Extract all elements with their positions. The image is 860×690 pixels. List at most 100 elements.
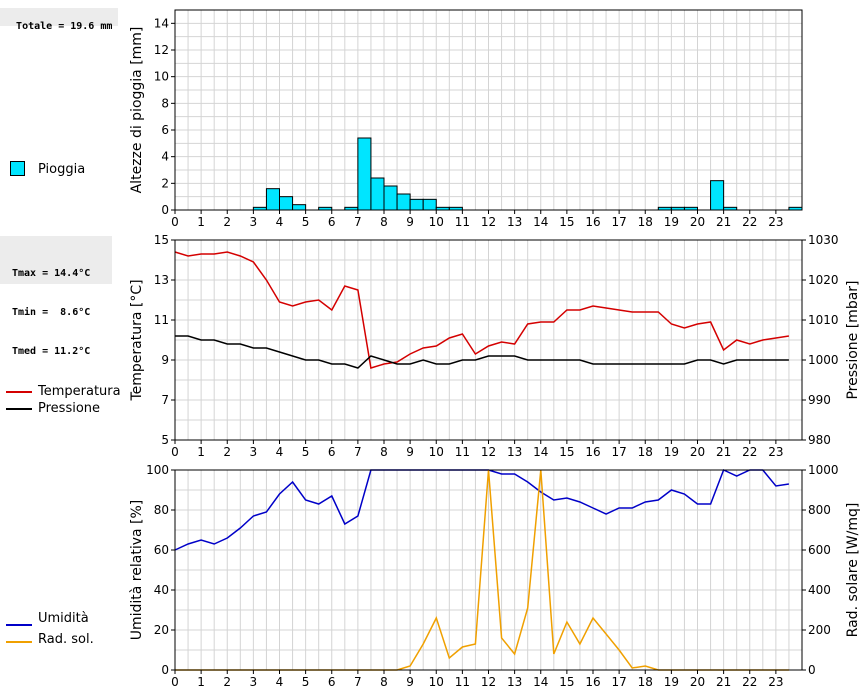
temperature-pressure-xtick-label: 20 (690, 445, 705, 459)
humidity-radiation-ylabel: Umidità relativa [%] (129, 500, 145, 641)
rain-bar (396, 193, 411, 211)
temperature-pressure-xtick-label: 6 (328, 445, 336, 459)
temperature-pressure-y2tick-label: 1000 (808, 353, 839, 367)
rain-ytick-label: 6 (161, 123, 169, 137)
rain-xtick-label: 7 (354, 215, 362, 229)
rain-xtick-label: 8 (380, 215, 388, 229)
temperature-pressure-xtick-label: 13 (507, 445, 522, 459)
rain-bar (370, 177, 385, 211)
rain-xtick-label: 3 (250, 215, 258, 229)
humidity-radiation-y2tick-label: 800 (808, 503, 831, 517)
rain-xtick-label: 16 (585, 215, 600, 229)
humidity-radiation-xtick-label: 3 (250, 675, 258, 689)
rain-xtick-label: 15 (559, 215, 574, 229)
rain-ylabel: Altezze di pioggia [mm] (129, 27, 145, 194)
temperature-legend-line (6, 391, 32, 393)
humidity-radiation-y2label: Rad. solare [W/mq] (845, 503, 860, 638)
humidity-radiation-xtick-label: 2 (223, 675, 231, 689)
rain-xtick-label: 10 (429, 215, 444, 229)
rain-bar (409, 198, 424, 211)
humidity-radiation-xtick-label: 1 (197, 675, 205, 689)
rain-ytick-label: 2 (161, 176, 169, 190)
rain-xtick-label: 17 (611, 215, 626, 229)
rain-xtick-label: 11 (455, 215, 470, 229)
temperature-pressure-xtick-label: 1 (197, 445, 205, 459)
humidity-radiation-xtick-label: 8 (380, 675, 388, 689)
humidity-radiation-xtick-label: 21 (716, 675, 731, 689)
humidity-radiation-xtick-label: 0 (171, 675, 179, 689)
humidity-radiation-ytick-label: 40 (154, 583, 169, 597)
rain-ytick-label: 8 (161, 96, 169, 110)
temperature-pressure-xtick-label: 22 (742, 445, 757, 459)
rain-bar (710, 180, 725, 211)
temperature-stats-box: Tmax = 14.4°C Tmin = 8.6°C Tmed = 11.2°C (0, 236, 112, 357)
humidity-legend-line (6, 624, 32, 626)
temperature-legend-label: Temperatura (38, 384, 121, 399)
humidity-radiation-ytick-label: 20 (154, 623, 169, 637)
humidity-radiation-xtick-label: 13 (507, 675, 522, 689)
humidity-radiation-ytick-label: 0 (161, 663, 169, 677)
rain-xtick-label: 21 (716, 215, 731, 229)
temperature-pressure-ytick-label: 7 (161, 393, 169, 407)
temperature-pressure-ytick-label: 5 (161, 433, 169, 447)
temperature-pressure-xtick-label: 2 (223, 445, 231, 459)
humidity-radiation-xtick-label: 23 (768, 675, 783, 689)
pressure-legend-line (6, 408, 32, 410)
temperature-pressure-y2label: Pressione [mbar] (845, 280, 860, 399)
rain-legend-swatch (10, 161, 25, 176)
temperature-pressure-xtick-label: 21 (716, 445, 731, 459)
humidity-radiation-ytick-label: 60 (154, 543, 169, 557)
temperature-pressure-ytick-label: 9 (161, 353, 169, 367)
tmed-text: Tmed = 11.2°C (12, 346, 91, 357)
humidity-radiation-xtick-label: 5 (302, 675, 310, 689)
temperature-pressure-series-1 (175, 335, 789, 369)
humidity-radiation-xtick-label: 14 (533, 675, 548, 689)
rain-ytick-label: 10 (154, 70, 169, 84)
humidity-radiation-y2tick-label: 200 (808, 623, 831, 637)
humidity-radiation-xtick-label: 9 (406, 675, 414, 689)
humidity-legend-label: Umidità (38, 611, 89, 626)
temperature-pressure-y2tick-label: 980 (808, 433, 831, 447)
humidity-radiation-y2tick-label: 1000 (808, 463, 839, 477)
temperature-pressure-ytick-label: 11 (154, 313, 169, 327)
rain-bar (422, 198, 437, 211)
temperature-pressure-ytick-label: 13 (154, 273, 169, 287)
humidity-radiation-y2tick-label: 0 (808, 663, 816, 677)
temperature-pressure-xtick-label: 10 (429, 445, 444, 459)
rain-xtick-label: 5 (302, 215, 310, 229)
rain-ytick-label: 12 (154, 43, 169, 57)
humidity-radiation-xtick-label: 4 (276, 675, 284, 689)
rain-xtick-label: 0 (171, 215, 179, 229)
temperature-pressure-y2tick-label: 1010 (808, 313, 839, 327)
radiation-legend-label: Rad. sol. (38, 632, 94, 647)
temperature-pressure-xtick-label: 23 (768, 445, 783, 459)
temperature-pressure-xtick-label: 7 (354, 445, 362, 459)
temperature-pressure-xtick-label: 4 (276, 445, 284, 459)
temperature-pressure-ylabel: Temperatura [°C] (129, 279, 145, 401)
temperature-pressure-xtick-label: 19 (664, 445, 679, 459)
rain-xtick-label: 1 (197, 215, 205, 229)
humidity-radiation-xtick-label: 11 (455, 675, 470, 689)
rain-xtick-label: 18 (638, 215, 653, 229)
temperature-pressure-y2tick-label: 990 (808, 393, 831, 407)
rain-xtick-label: 22 (742, 215, 757, 229)
rain-bar (383, 185, 398, 211)
rain-xtick-label: 12 (481, 215, 496, 229)
rain-xtick-label: 4 (276, 215, 284, 229)
temperature-pressure-ytick-label: 15 (154, 233, 169, 247)
temperature-pressure-xtick-label: 8 (380, 445, 388, 459)
humidity-radiation-ytick-label: 80 (154, 503, 169, 517)
rain-ytick-label: 0 (161, 203, 169, 217)
temperature-pressure-xtick-label: 14 (533, 445, 548, 459)
temperature-pressure-xtick-label: 18 (638, 445, 653, 459)
rain-legend-label: Pioggia (38, 162, 86, 177)
temperature-pressure-xtick-label: 5 (302, 445, 310, 459)
temperature-pressure-xtick-label: 17 (611, 445, 626, 459)
rain-ytick-label: 4 (161, 150, 169, 164)
humidity-radiation-xtick-label: 19 (664, 675, 679, 689)
temperature-pressure-series-0 (174, 251, 790, 369)
temperature-pressure-xtick-label: 9 (406, 445, 414, 459)
humidity-radiation-xtick-label: 22 (742, 675, 757, 689)
rain-ytick-label: 14 (154, 16, 169, 30)
